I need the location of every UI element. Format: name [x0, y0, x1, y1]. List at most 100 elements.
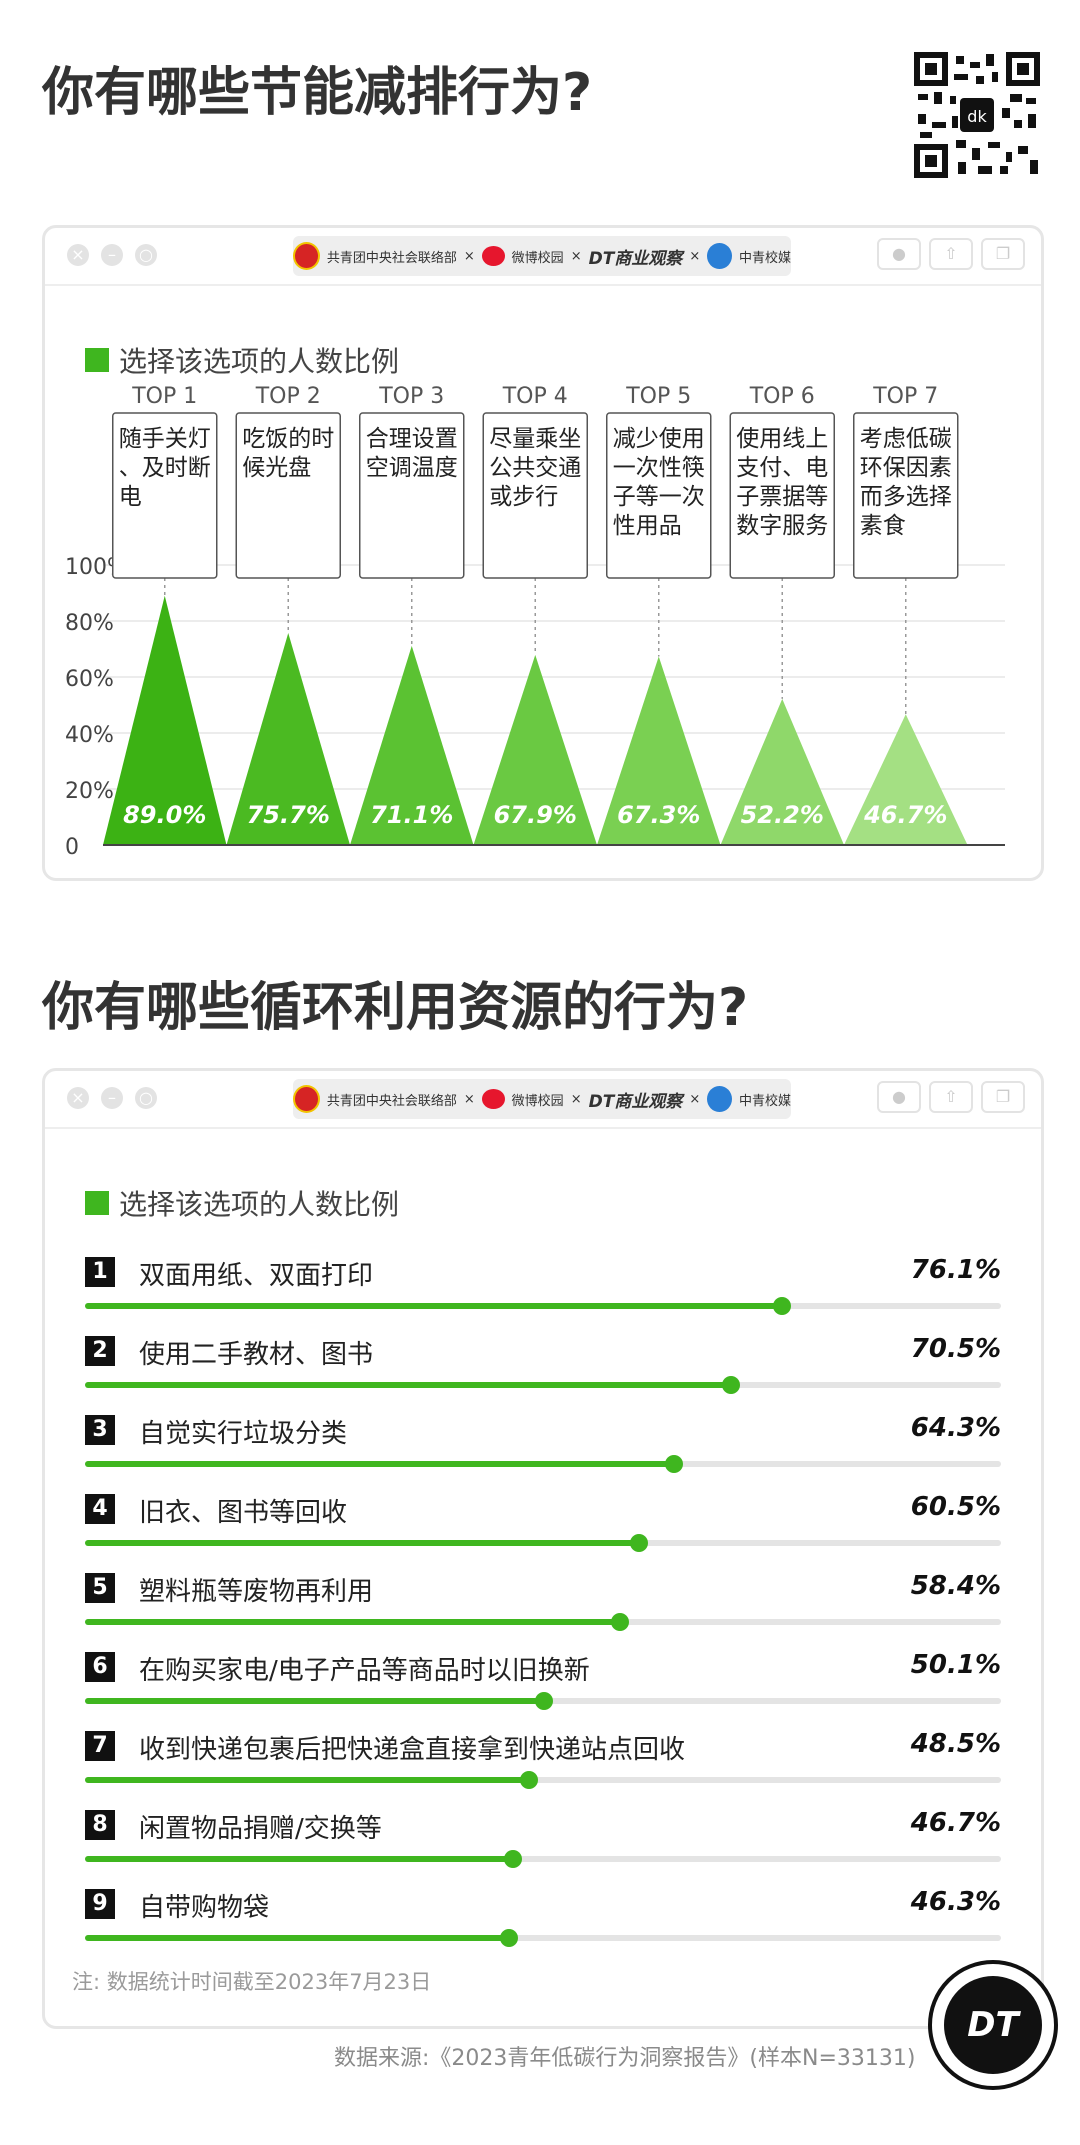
record-icon[interactable]: ●	[877, 1081, 921, 1113]
window-titlebar: × – ○ 共青团中央社会联络部 × 微博校园 × DT商业观察 × 中青校媒 ● ⇧…	[45, 228, 1041, 286]
mascot-icon	[707, 1086, 732, 1112]
value-label: 67.9%	[494, 801, 577, 829]
y-tick-label: 80%	[65, 611, 114, 636]
triangle-bar	[226, 633, 350, 845]
value-label: 70.5%	[910, 1334, 1001, 1364]
logo-text-org3: DT商业观察	[588, 1091, 683, 1112]
y-tick-label: 0	[65, 835, 79, 860]
bar-end-dot	[630, 1534, 649, 1552]
list-item: 6 在购买家电/电子产品等商品时以旧换新 50.1%	[85, 1650, 1001, 1731]
description-text: 尽量乘坐公共交通或步行	[489, 426, 581, 510]
category-label: TOP 1	[131, 384, 197, 409]
triangle-bar	[350, 645, 474, 845]
bar-end-dot	[610, 1613, 629, 1631]
y-tick-label: 20%	[65, 779, 114, 804]
share-icon[interactable]: ⇧	[929, 238, 973, 270]
ranked-bar-list: 1 双面用纸、双面打印 76.1% 2 使用二手教材、图书 70.5% 3 自觉实行垃圾分类 6…	[85, 1255, 1001, 1968]
value-label: 52.2%	[741, 801, 824, 829]
maximize-icon[interactable]: ○	[135, 1087, 157, 1109]
description-box	[482, 412, 588, 579]
bar-track	[85, 1376, 1001, 1394]
partner-logos: 共青团中央社会联络部 × 微博校园 × DT商业观察 × 中青校媒	[293, 1079, 791, 1119]
share-icon[interactable]: ⇧	[929, 1081, 973, 1113]
logo-separator: ×	[689, 248, 701, 264]
chart-panel-energy: × – ○ 共青团中央社会联络部 × 微博校园 × DT商业观察 × 中青校媒 ● ⇧…	[42, 225, 1044, 881]
legend-swatch	[85, 1191, 109, 1215]
list-item: 3 自觉实行垃圾分类 64.3%	[85, 1413, 1001, 1494]
close-icon[interactable]: ×	[67, 244, 89, 266]
close-icon[interactable]: ×	[67, 1087, 89, 1109]
bar-track	[85, 1297, 1001, 1315]
value-label: 46.7%	[863, 801, 947, 829]
minimize-icon[interactable]: –	[101, 1087, 123, 1109]
rank-badge: 4	[85, 1494, 115, 1524]
chart-legend: 选择该选项的人数比例	[85, 340, 399, 380]
bar-end-dot	[520, 1771, 539, 1789]
list-item: 7 收到快递包裹后把快递盒直接拿到快递站点回收 48.5%	[85, 1729, 1001, 1810]
league-emblem-icon	[293, 242, 320, 270]
mascot-icon	[707, 243, 732, 269]
section1-title: 你有哪些节能减排行为?	[42, 63, 593, 123]
rank-badge: 2	[85, 1336, 115, 1366]
logo-text-org4: 中青校媒	[739, 250, 792, 266]
list-item: 8 闲置物品捐赠/交换等 46.7%	[85, 1808, 1001, 1889]
y-tick-label: 60%	[65, 667, 114, 692]
bar-label: 自觉实行垃圾分类	[139, 1419, 348, 1449]
bar-track	[85, 1771, 1001, 1789]
window-titlebar: × – ○ 共青团中央社会联络部 × 微博校园 × DT商业观察 × 中青校媒 ● ⇧…	[45, 1071, 1041, 1129]
rank-badge: 6	[85, 1652, 115, 1682]
description-text: 考虑低碳环保因素而多选择素食	[860, 426, 952, 539]
data-source: 数据来源:《2023青年低碳行为洞察报告》(样本N=33131)	[334, 2046, 916, 2071]
bar-end-dot	[500, 1929, 519, 1947]
triangle-bar	[844, 714, 968, 845]
bar-track	[85, 1613, 1001, 1631]
description-box	[853, 412, 959, 579]
list-item: 9 自带购物袋 46.3%	[85, 1887, 1001, 1968]
maximize-icon[interactable]: ○	[135, 244, 157, 266]
description-text: 使用线上支付、电子票据等数字服务	[736, 426, 828, 539]
triangle-bar	[720, 698, 844, 845]
bar-fill	[85, 1856, 513, 1862]
qr-center-text: dk	[967, 107, 987, 126]
triangle-bar-chart: 020%40%60%80%100%89.0%TOP 1随手关灯、及时断电75.7…	[65, 384, 1005, 860]
bar-end-dot	[534, 1692, 553, 1710]
minimize-icon[interactable]: –	[101, 244, 123, 266]
bar-end-dot	[773, 1297, 792, 1315]
value-label: 76.1%	[910, 1255, 1001, 1285]
bar-track	[85, 1692, 1001, 1710]
bar-track	[85, 1929, 1001, 1947]
bar-label: 闲置物品捐赠/交换等	[139, 1814, 382, 1844]
partner-logos: 共青团中央社会联络部 × 微博校园 × DT商业观察 × 中青校媒	[293, 236, 791, 276]
y-tick-label: 40%	[65, 723, 114, 748]
bar-track	[85, 1455, 1001, 1473]
list-item: 4 旧衣、图书等回收 60.5%	[85, 1492, 1001, 1573]
bar-label: 收到快递包裹后把快递盒直接拿到快递站点回收	[139, 1735, 686, 1765]
value-label: 46.7%	[910, 1808, 1001, 1838]
description-box	[606, 412, 712, 579]
logo-text-org3: DT商业观察	[588, 248, 683, 269]
value-label: 60.5%	[910, 1492, 1001, 1522]
bar-fill	[85, 1777, 530, 1783]
chart-panel-recycling: × – ○ 共青团中央社会联络部 × 微博校园 × DT商业观察 × 中青校媒 ● ⇧…	[42, 1068, 1044, 2029]
logo-text-org1: 共青团中央社会联络部	[326, 250, 457, 266]
qr-code-icon: dk	[914, 52, 1040, 178]
bar-label: 旧衣、图书等回收	[139, 1498, 348, 1528]
bar-label: 双面用纸、双面打印	[139, 1261, 374, 1291]
category-label: TOP 3	[378, 384, 444, 409]
value-label: 46.3%	[910, 1887, 1001, 1917]
value-label: 58.4%	[910, 1571, 1001, 1601]
record-icon[interactable]: ●	[877, 238, 921, 270]
copy-icon[interactable]: ❐	[981, 238, 1025, 270]
list-item: 1 双面用纸、双面打印 76.1%	[85, 1255, 1001, 1336]
description-text: 减少使用一次性筷子等一次性用品	[613, 426, 705, 539]
rank-badge: 3	[85, 1415, 115, 1445]
dt-logo-text: DT	[944, 1976, 1042, 2074]
triangle-bar	[103, 595, 227, 845]
legend-label: 选择该选项的人数比例	[119, 345, 400, 378]
logo-text-org2: 微博校园	[511, 250, 564, 266]
rank-badge: 1	[85, 1257, 115, 1287]
copy-icon[interactable]: ❐	[981, 1081, 1025, 1113]
bar-fill	[85, 1935, 510, 1941]
weibo-icon	[481, 246, 505, 266]
value-label: 50.1%	[910, 1650, 1001, 1680]
